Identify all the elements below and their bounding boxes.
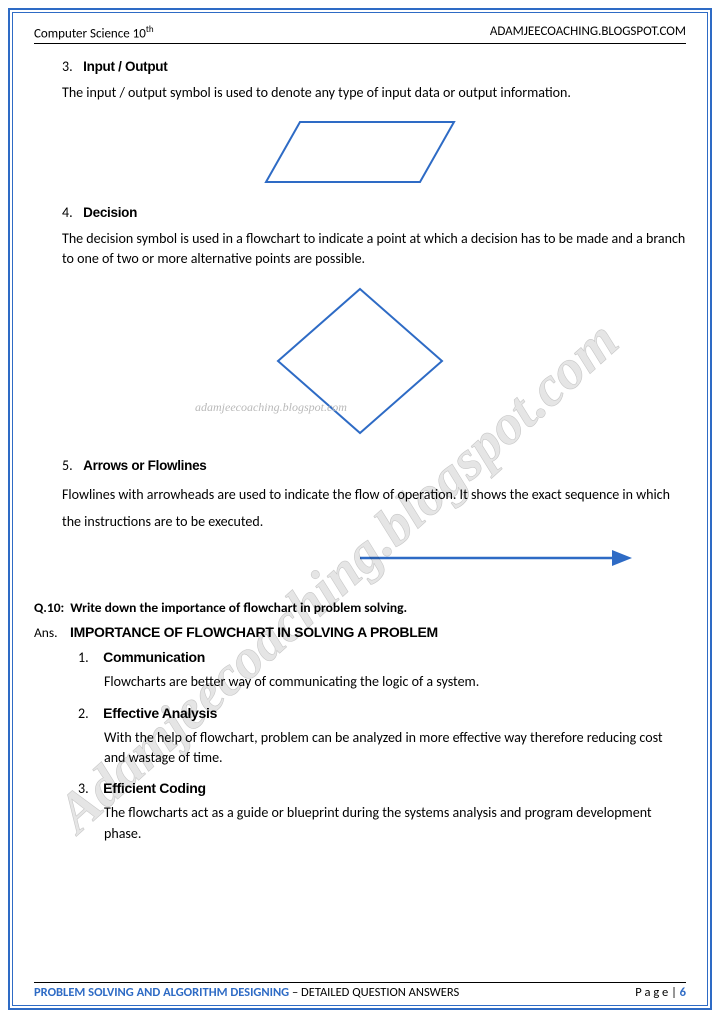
section-arrows: 5. Arrows or Flowlines Flowlines with ar… xyxy=(34,457,686,577)
section-num: 4. xyxy=(62,204,80,221)
footer-left: PROBLEM SOLVING AND ALGORITHM DESIGNING … xyxy=(34,985,459,1000)
answer-item: 2. Effective Analysis With the help of f… xyxy=(78,705,686,775)
page-footer: PROBLEM SOLVING AND ALGORITHM DESIGNING … xyxy=(34,982,686,1000)
answer-item-para: The flowcharts act as a guide or bluepri… xyxy=(78,797,686,850)
answer-item-num: 1. xyxy=(78,649,100,666)
section-title: Input / Output xyxy=(83,59,167,74)
section-para: Flowlines with arrowheads are used to in… xyxy=(34,474,686,541)
section-para: The decision symbol is used in a flowcha… xyxy=(34,221,686,276)
section-input-output: 3. Input / Output The input / output sym… xyxy=(34,58,686,191)
section-para: The input / output symbol is used to den… xyxy=(34,75,686,109)
header-left-text: Computer Science 10 xyxy=(34,26,146,41)
section-title: Arrows or Flowlines xyxy=(83,458,206,473)
footer-page-num: 6 xyxy=(680,985,686,1000)
answer-list: 1. Communication Flowcharts are better w… xyxy=(34,649,686,849)
page-content: Computer Science 10th ADAMJEECOACHING.BL… xyxy=(14,14,706,1004)
answer-item-title: Effective Analysis xyxy=(103,705,217,721)
footer-page-label: P a g e | xyxy=(635,985,679,1000)
footer-subtitle: – DETAILED QUESTION ANSWERS xyxy=(289,985,459,1000)
answer-item-title: Efficient Coding xyxy=(103,780,206,796)
answer-item: 3. Efficient Coding The flowcharts act a… xyxy=(78,780,686,850)
question-row: Q.10: Write down the importance of flowc… xyxy=(34,599,686,616)
arrow-shape xyxy=(34,543,686,577)
header-left-sup: th xyxy=(146,24,154,35)
answer-title: IMPORTANCE OF FLOWCHART IN SOLVING A PRO… xyxy=(70,624,438,641)
answer-row: Ans. IMPORTANCE OF FLOWCHART IN SOLVING … xyxy=(34,624,686,641)
header-right: ADAMJEECOACHING.BLOGSPOT.COM xyxy=(490,24,686,41)
question-text: Write down the importance of flowchart i… xyxy=(70,599,407,616)
footer-title: PROBLEM SOLVING AND ALGORITHM DESIGNING xyxy=(34,985,289,1000)
answer-item-num: 3. xyxy=(78,780,100,797)
question-label: Q.10: xyxy=(34,599,64,616)
diamond-shape xyxy=(34,281,686,445)
answer-item: 1. Communication Flowcharts are better w… xyxy=(78,649,686,698)
answer-item-para: With the help of flowchart, problem can … xyxy=(78,722,686,775)
section-decision: 4. Decision The decision symbol is used … xyxy=(34,204,686,446)
section-num: 3. xyxy=(62,58,80,75)
answer-item-num: 2. xyxy=(78,705,100,722)
parallelogram-shape xyxy=(34,116,686,192)
section-title: Decision xyxy=(83,205,137,220)
answer-item-title: Communication xyxy=(103,649,205,665)
header-left: Computer Science 10th xyxy=(34,24,154,41)
page-header: Computer Science 10th ADAMJEECOACHING.BL… xyxy=(34,24,686,44)
answer-item-para: Flowcharts are better way of communicati… xyxy=(78,666,686,698)
footer-right: P a g e | 6 xyxy=(635,985,686,1000)
main-content: 3. Input / Output The input / output sym… xyxy=(34,44,686,850)
section-num: 5. xyxy=(62,457,80,474)
answer-label: Ans. xyxy=(34,624,64,641)
